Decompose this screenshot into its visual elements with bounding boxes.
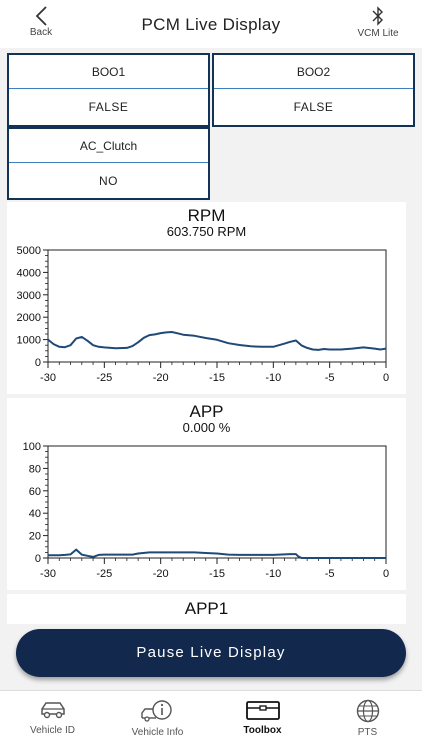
car-icon [40,702,65,719]
vcm-lite-label: VCM Lite [357,28,399,39]
y-tick-label: 20 [29,531,41,543]
nav-label: PTS [357,727,378,738]
y-tick-label: 40 [29,508,41,520]
vcm-lite-button[interactable]: VCM Lite [348,6,408,44]
tile-name: AC_Clutch [9,129,208,163]
app-chart-card: APP 0.000 % 0 20 40 60 80 100 -30 -25 -20 -15 -10 -… [7,398,406,590]
y-tick-label: 4000 [17,267,41,279]
chevron-left-icon [35,6,47,26]
back-button[interactable]: Back [24,6,58,42]
chart-title: APP [189,402,224,421]
y-tick-label: 5000 [17,245,41,257]
x-tick-label: -30 [40,568,56,580]
chart-value: 0.000 % [182,420,231,435]
tile-boo1[interactable]: BOO1 FALSE [7,53,210,127]
nav-label: Vehicle Info [131,727,184,738]
chart-value: 603.750 RPM [166,224,247,239]
x-tick-label: -20 [153,372,169,384]
page-title: PCM Live Display [141,15,281,34]
bluetooth-icon [372,6,383,26]
x-tick-label: -15 [209,568,225,580]
tile-name: BOO1 [9,55,208,89]
nav-label: Vehicle ID [29,725,76,736]
y-tick-label: 0 [35,357,41,369]
y-tick-label: 1000 [17,335,41,347]
series-line [47,331,387,351]
bottom-nav: Vehicle ID Vehicle Info Toolbox PTS [0,690,422,750]
nav-label: Toolbox [243,725,282,736]
tile-value: FALSE [88,100,129,114]
x-tick-label: -10 [265,568,281,580]
plot-frame [47,445,387,559]
app1-chart-card: APP1 [7,594,406,624]
nav-vehicle-id[interactable]: Vehicle ID [0,691,105,750]
x-tick-label: 0 [383,372,389,384]
y-tick-label: 0 [35,553,41,565]
app-line-chart: 0 20 40 60 80 100 -30 -25 -20 -15 -10 -5 0 [23,441,389,580]
series-line [48,548,386,559]
tile-ac-clutch[interactable]: AC_Clutch NO [7,127,210,200]
nav-vehicle-info[interactable]: Vehicle Info [105,691,210,750]
car-info-icon [140,700,172,722]
tile-value: NO [99,174,118,188]
x-tick-label: -15 [209,372,225,384]
rpm-chart-card: RPM 603.750 RPM 0 1000 2000 3000 4000 5000 -30… [7,202,406,394]
back-label: Back [29,27,53,38]
app-header: Back PCM Live Display VCM Lite [0,0,422,48]
tile-boo2[interactable]: BOO2 FALSE [212,53,415,127]
y-tick-label: 60 [29,486,41,498]
toolbox-icon [245,701,280,720]
x-tick-label: -25 [96,568,112,580]
nav-pts[interactable]: PTS [315,691,420,750]
x-tick-label: -5 [325,568,335,580]
globe-icon [356,699,379,723]
x-tick-label: -25 [96,372,112,384]
tile-name: BOO2 [214,55,413,89]
pause-live-display-button[interactable]: Pause Live Display [16,629,406,677]
y-tick-label: 3000 [17,290,41,302]
y-tick-label: 2000 [17,312,41,324]
nav-toolbox[interactable]: Toolbox [210,691,315,750]
plot-frame [47,249,387,363]
x-tick-label: -10 [265,372,281,384]
x-tick-label: -30 [40,372,56,384]
x-tick-label: -20 [153,568,169,580]
x-tick-label: -5 [325,372,335,384]
rpm-line-chart: 0 1000 2000 3000 4000 5000 -30 -25 -20 -15 -10 -5 0 [17,245,390,384]
tile-value: FALSE [293,100,334,114]
y-tick-label: 80 [29,463,41,475]
x-tick-label: 0 [383,568,389,580]
chart-title: APP1 [184,599,229,618]
chart-title: RPM [187,206,226,225]
y-tick-label: 100 [23,441,41,453]
